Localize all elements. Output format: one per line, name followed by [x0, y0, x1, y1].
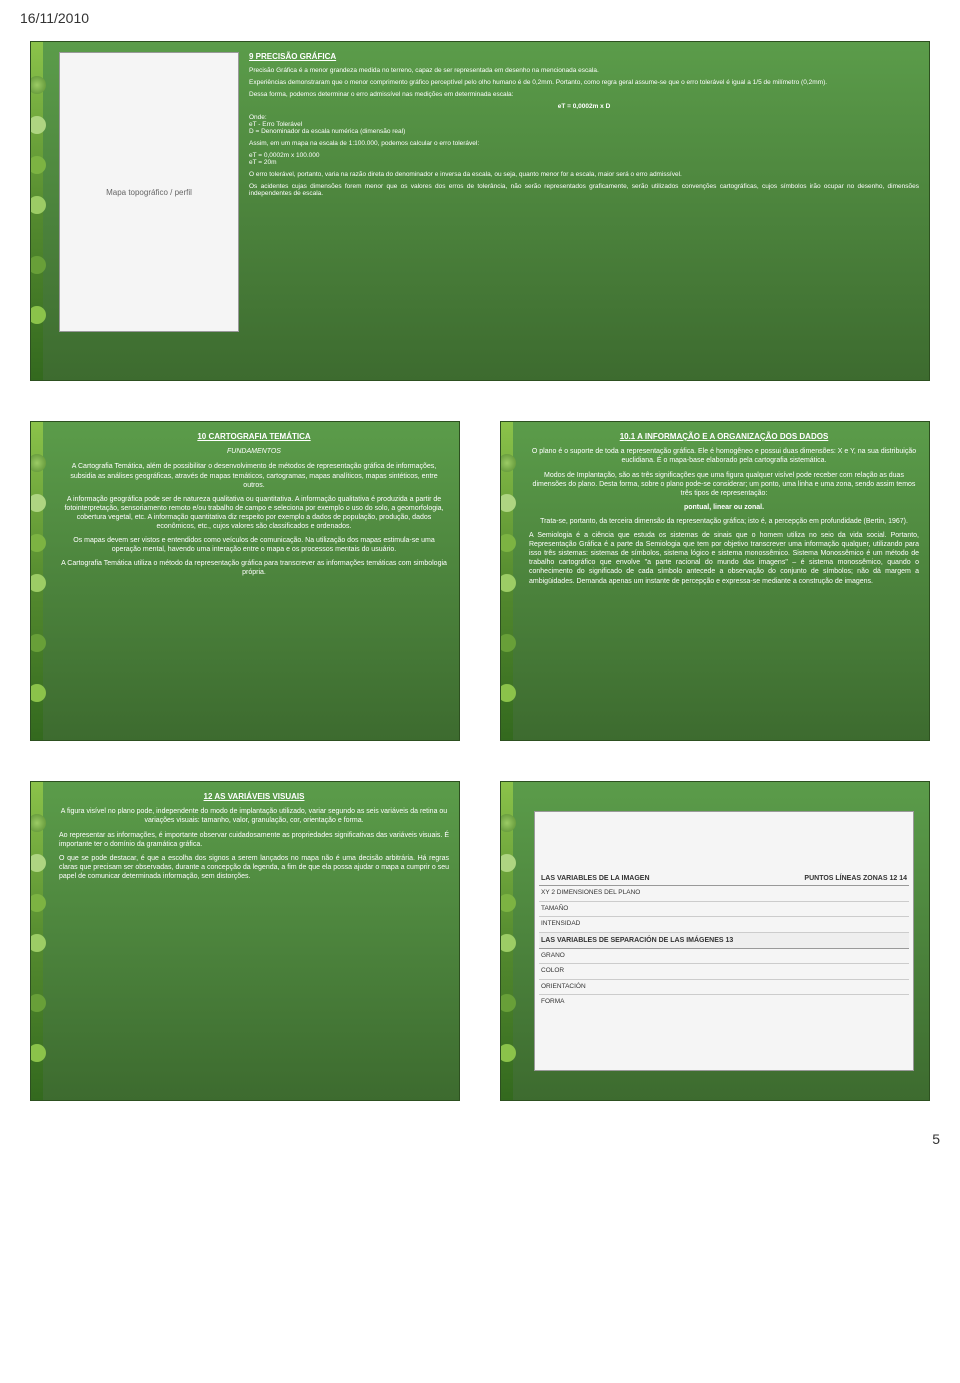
slide2-p4: A Cartografia Temática utiliza o método …: [59, 559, 449, 577]
slide2-p1: A Cartografia Temática, além de possibil…: [59, 462, 449, 489]
slide-variaveis-visuais: 12 AS VARIÁVEIS VISUAIS A figura visível…: [30, 781, 460, 1101]
slide-decoration: [31, 782, 43, 1100]
slide3-p5: A Semiologia é a ciência que estuda os s…: [529, 531, 919, 586]
variables-table-image: LAS VARIABLES DE LA IMAGEN PUNTOS LÍNEAS…: [534, 811, 914, 1071]
slide2-p2: A informação geográfica pode ser de natu…: [59, 495, 449, 531]
slide1-p3: Dessa forma, podemos determinar o erro a…: [249, 91, 919, 98]
slide-cartografia-tematica: 10 CARTOGRAFIA TEMÁTICA FUNDAMENTOS A Ca…: [30, 421, 460, 741]
image-label: Mapa topográfico / perfil: [106, 188, 192, 197]
slide-decoration: [501, 422, 513, 740]
slide1-formula2b: eT = 20m: [249, 159, 919, 166]
slide1-onde-d: D = Denominador da escala numérica (dime…: [249, 128, 919, 135]
vt-row-orientacion: ORIENTACIÓN: [539, 980, 909, 995]
slide2-p3: Os mapas devem ser vistos e entendidos c…: [59, 536, 449, 554]
slide-variables-imagen-table: LAS VARIABLES DE LA IMAGEN PUNTOS LÍNEAS…: [500, 781, 930, 1101]
slide1-p4: Assim, em um mapa na escala de 1:100.000…: [249, 140, 919, 147]
vt-separator: LAS VARIABLES DE SEPARACIÓN DE LAS IMÁGE…: [539, 933, 909, 949]
slide1-formula2a: eT = 0,0002m x 100.000: [249, 152, 919, 159]
vt-row-intensidad: INTENSIDAD: [539, 917, 909, 932]
slide3-p3: pontual, linear ou zonal.: [529, 503, 919, 512]
slide4-title: 12 AS VARIÁVEIS VISUAIS: [59, 792, 449, 802]
page-date: 16/11/2010: [20, 10, 940, 26]
slide-row-3: 12 AS VARIÁVEIS VISUAIS A figura visível…: [20, 781, 940, 1101]
slide-row-1: Mapa topográfico / perfil 9 PRECISÃO GRÁ…: [20, 41, 940, 381]
slide4-p1: A figura visível no plano pode, independ…: [59, 807, 449, 825]
slide-decoration: [31, 42, 43, 380]
slide1-p6: Os acidentes cujas dimensões forem menor…: [249, 183, 919, 197]
slide2-title: 10 CARTOGRAFIA TEMÁTICA: [59, 432, 449, 442]
slide3-p2: Modos de Implantação, são as três signif…: [529, 471, 919, 498]
vt-row-grano: GRANO: [539, 949, 909, 964]
slide4-p3: O que se pode destacar, é que a escolha …: [59, 854, 449, 881]
slide1-p5: O erro tolerável, portanto, varia na raz…: [249, 171, 919, 178]
slides-container: Mapa topográfico / perfil 9 PRECISÃO GRÁ…: [20, 41, 940, 1101]
slide3-p4: Trata-se, portanto, da terceira dimensão…: [529, 517, 919, 526]
slide1-p2: Experiências demonstraram que o menor co…: [249, 79, 919, 86]
vt-row-color: COLOR: [539, 964, 909, 979]
slide1-title: 9 PRECISÃO GRÁFICA: [249, 52, 919, 61]
slide3-title: 10.1 A INFORMAÇÃO E A ORGANIZAÇÃO DOS DA…: [529, 432, 919, 442]
vt-row-forma: FORMA: [539, 995, 909, 1009]
vt-row-xy: XY 2 DIMENSIONES DEL PLANO: [539, 886, 909, 901]
topographic-map-image: Mapa topográfico / perfil: [59, 52, 239, 332]
slide-decoration: [31, 422, 43, 740]
slide1-onde-et: eT - Erro Tolerável: [249, 121, 919, 128]
slide1-onde-label: Onde:: [249, 114, 919, 121]
slide1-formula1: eT = 0,0002m x D: [249, 103, 919, 110]
slide-row-2: 10 CARTOGRAFIA TEMÁTICA FUNDAMENTOS A Ca…: [20, 421, 940, 741]
vt-header: LAS VARIABLES DE LA IMAGEN PUNTOS LÍNEAS…: [539, 872, 909, 886]
slide-informacao-organizacao: 10.1 A INFORMAÇÃO E A ORGANIZAÇÃO DOS DA…: [500, 421, 930, 741]
slide2-subtitle: FUNDAMENTOS: [59, 447, 449, 456]
slide4-p2: Ao representar as informações, é importa…: [59, 831, 449, 849]
slide3-p1: O plano é o suporte de toda a representa…: [529, 447, 919, 465]
slide-precisao-grafica: Mapa topográfico / perfil 9 PRECISÃO GRÁ…: [30, 41, 930, 381]
page-number: 5: [20, 1131, 940, 1147]
slide1-p1: Precisão Gráfica é a menor grandeza medi…: [249, 67, 919, 74]
vt-row-tamano: TAMAÑO: [539, 902, 909, 917]
slide-decoration: [501, 782, 513, 1100]
